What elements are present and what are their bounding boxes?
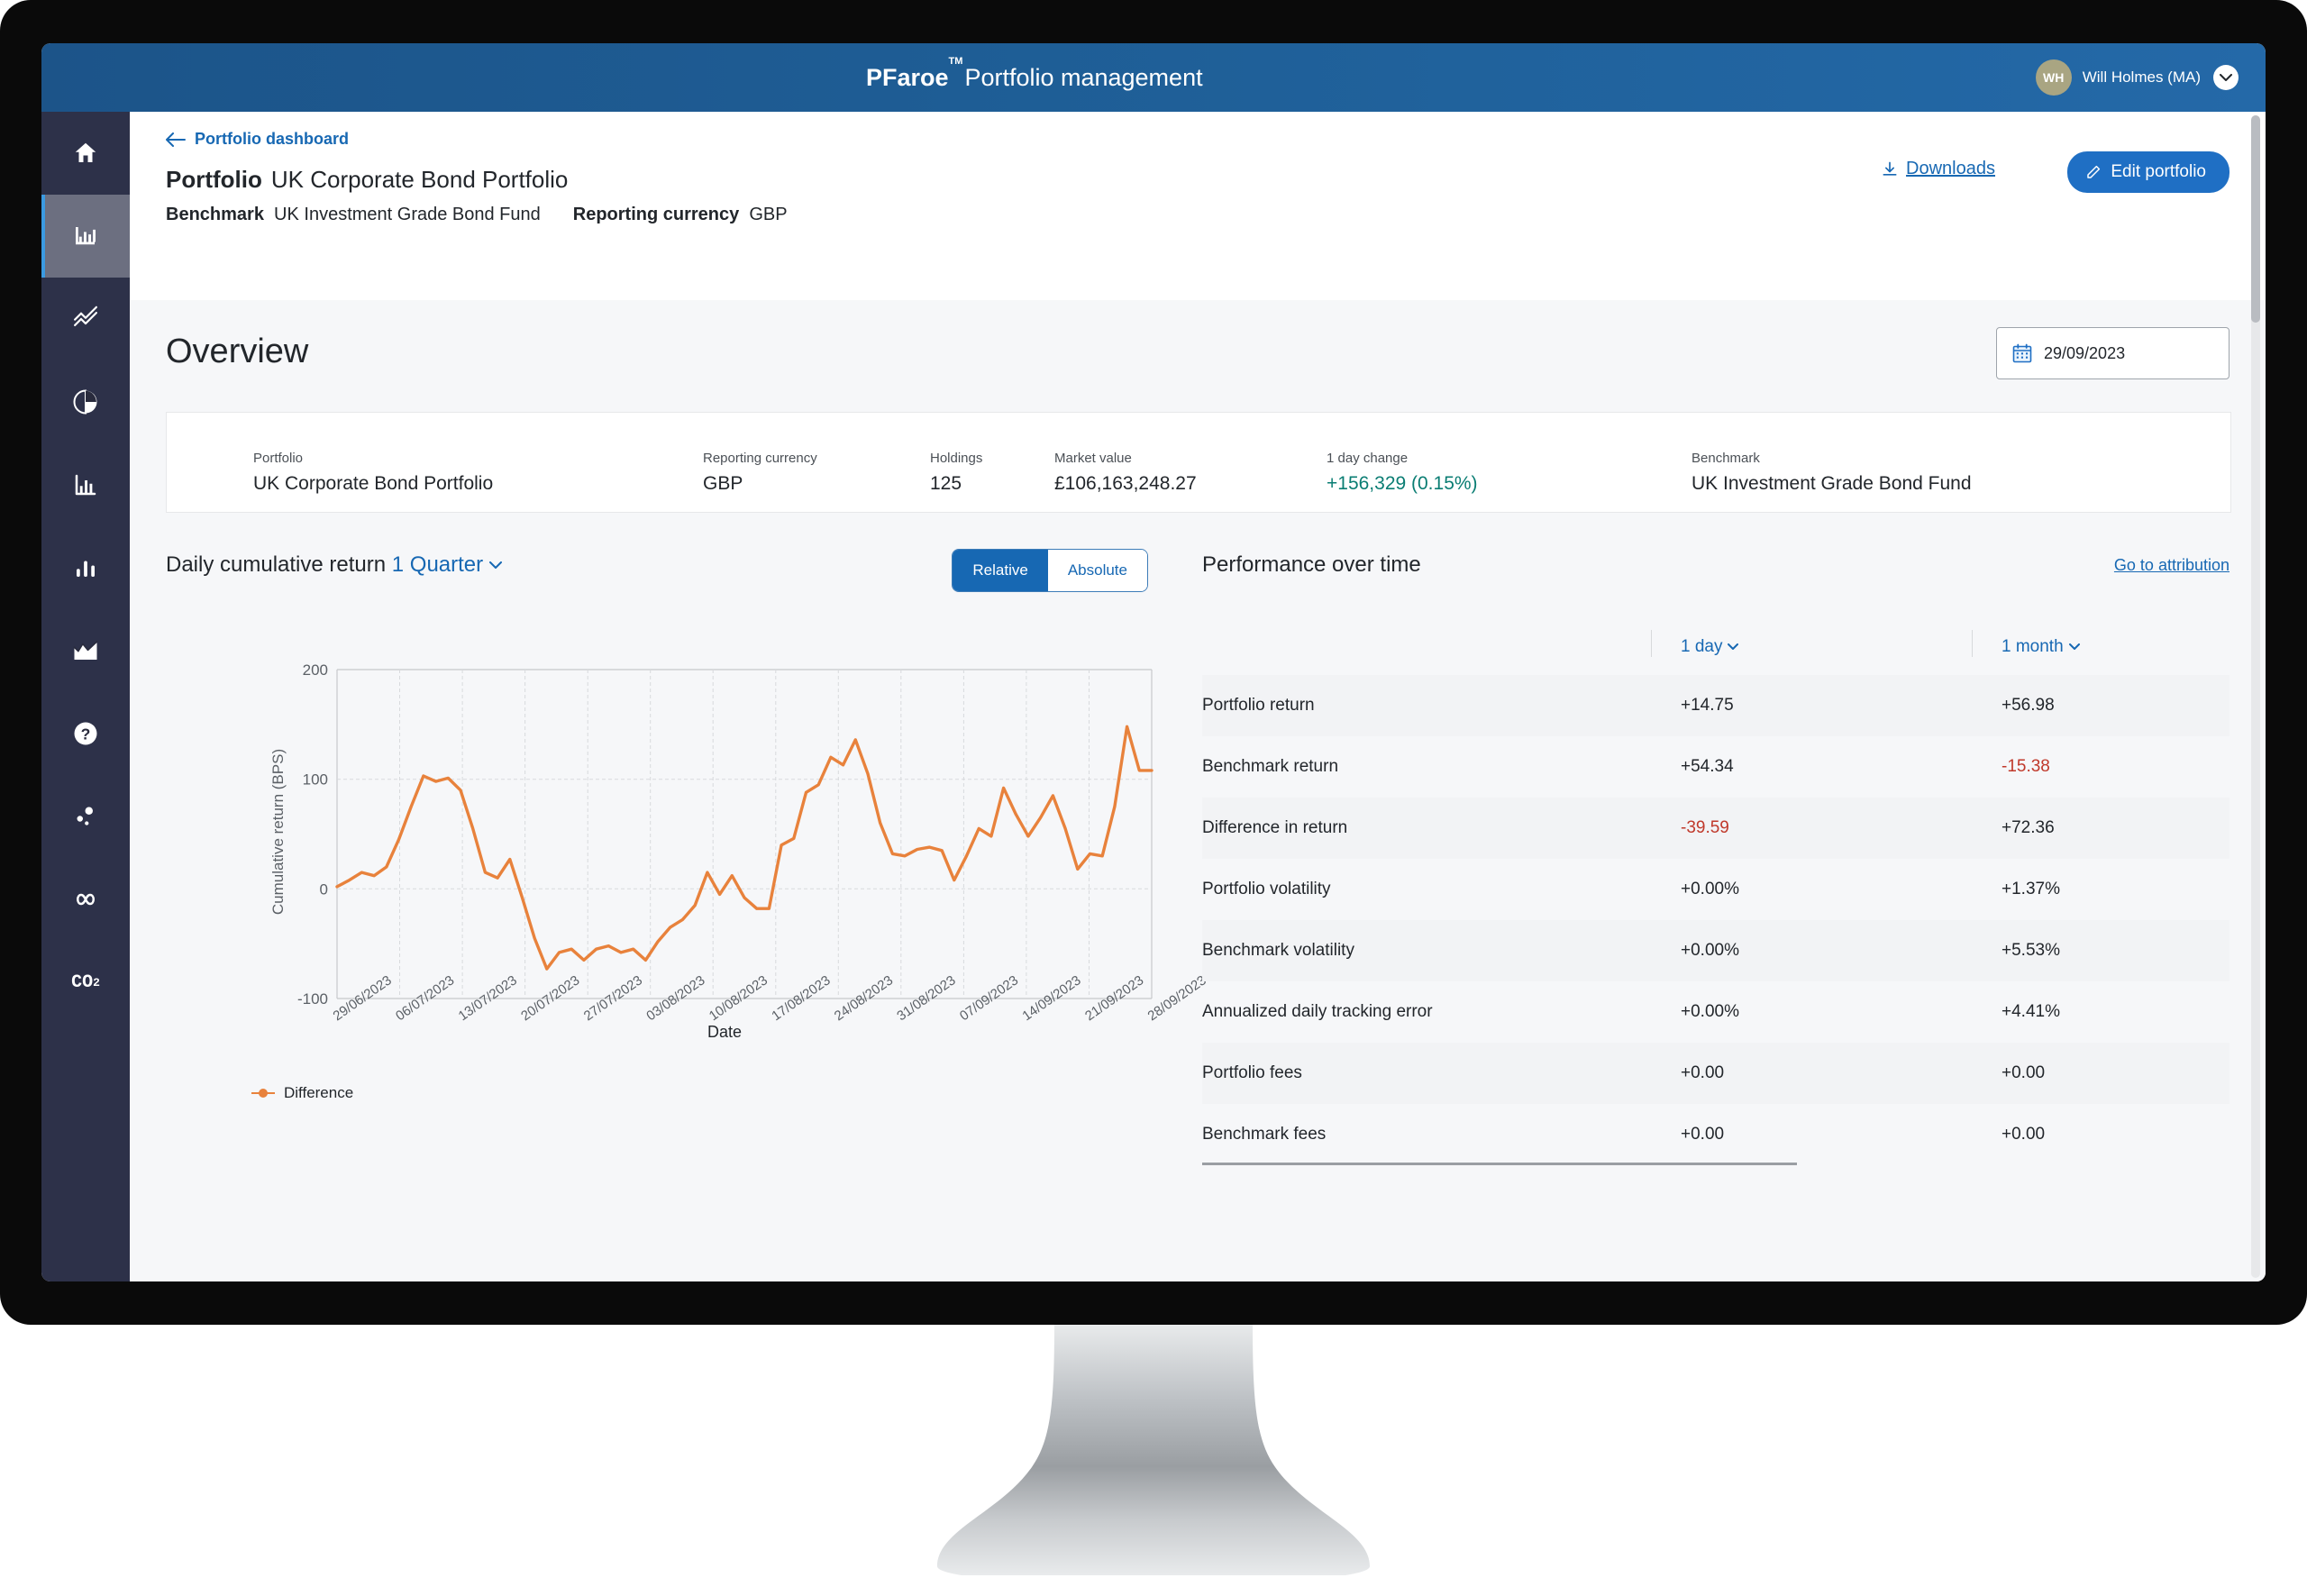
svg-text:Cumulative return (BPS): Cumulative return (BPS) [269,749,287,915]
svg-text:200: 200 [303,661,328,679]
svg-text:-100: -100 [297,990,328,1008]
svg-text:?: ? [81,725,91,743]
svg-text:0: 0 [320,880,328,898]
svg-text:100: 100 [303,771,328,789]
svg-text:Date: Date [707,1023,742,1041]
svg-text:28/09/2023: 28/09/2023 [1145,972,1209,1024]
